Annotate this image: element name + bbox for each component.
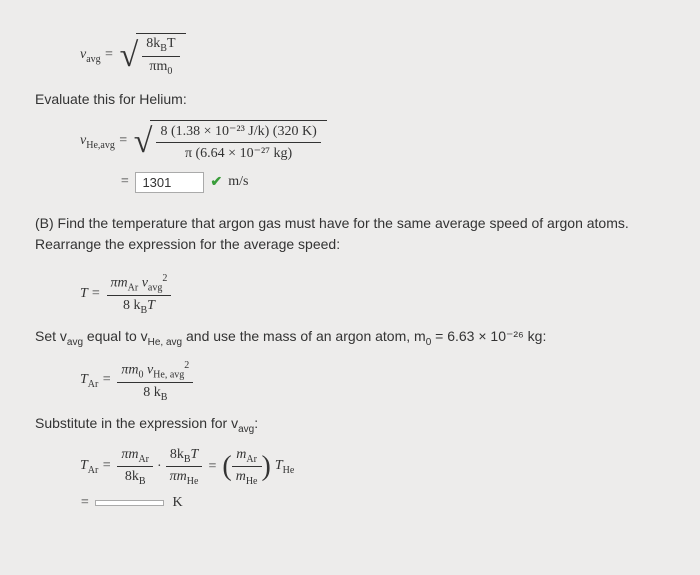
result-row-1: = 1301 ✔ m/s bbox=[120, 172, 665, 193]
paren-open-icon: ( bbox=[222, 451, 231, 483]
substitute-text: Substitute in the expression for vavg: bbox=[35, 413, 665, 437]
answer-input-2[interactable] bbox=[95, 500, 164, 506]
unit-label: m/s bbox=[228, 174, 248, 190]
answer-input-1[interactable]: 1301 bbox=[135, 172, 204, 193]
evaluate-helium-text: Evaluate this for Helium: bbox=[35, 89, 665, 110]
result-row-2: = K bbox=[80, 495, 665, 511]
formula-vhe: vHe,avg = √ 8 (1.38 × 10⁻²³ J/k) (320 K)… bbox=[80, 120, 665, 164]
part-b-text: (B) Find the temperature that argon gas … bbox=[35, 213, 665, 255]
formula-TAr: TAr = πm0 vHe, avg2 8 kB bbox=[80, 360, 665, 403]
check-icon: ✔ bbox=[210, 174, 222, 191]
formula-vavg: vavg = √ 8kBT πm0 bbox=[80, 33, 665, 79]
unit-label: K bbox=[172, 495, 182, 511]
paren-close-icon: ) bbox=[262, 451, 271, 483]
set-vavg-text: Set vavg equal to vHe, avg and use the m… bbox=[35, 326, 665, 350]
formula-TAr-final: TAr = πmAr 8kB · 8kBT πmHe = ( mAr mHe )… bbox=[80, 447, 665, 488]
formula-T: T = πmAr vavg2 8 kBT bbox=[80, 273, 665, 316]
